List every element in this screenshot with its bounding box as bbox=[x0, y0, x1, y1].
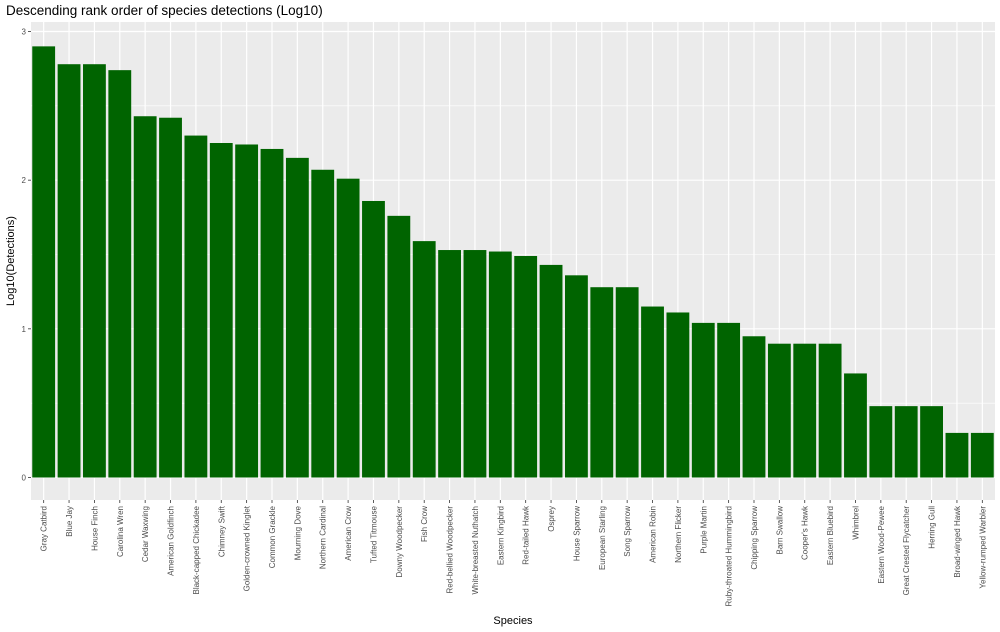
x-tick-label: Herring Gull bbox=[928, 506, 937, 549]
x-tick-label: Chimney Swift bbox=[217, 505, 226, 557]
bars bbox=[32, 46, 994, 478]
x-tick-label: House Sparrow bbox=[572, 506, 581, 561]
bar bbox=[894, 406, 918, 478]
x-tick-label: Chipping Sparrow bbox=[750, 506, 759, 570]
x-tick-label: American Crow bbox=[344, 506, 353, 561]
bar bbox=[83, 64, 106, 478]
x-tick-label: Blue Jay bbox=[65, 506, 74, 537]
bar bbox=[108, 70, 132, 478]
x-tick-label: Yellow-rumped Warbler bbox=[978, 506, 987, 589]
x-tick-label: Eastern Bluebird bbox=[826, 506, 835, 565]
bar bbox=[793, 343, 817, 478]
x-tick-label: Red-bellied Woodpecker bbox=[446, 506, 455, 594]
y-tick-label: 2 bbox=[22, 176, 27, 185]
x-tick-label: Mourning Dove bbox=[293, 505, 302, 560]
x-tick-label: Red-tailed Hawk bbox=[522, 505, 531, 565]
bar bbox=[159, 117, 182, 478]
x-tick-label: Eastern Wood-Pewee bbox=[877, 505, 886, 583]
x-axis: Gray Catbird Blue Jay House Finch Carolina … bbox=[40, 500, 987, 607]
bar bbox=[970, 432, 994, 478]
bar bbox=[691, 322, 715, 478]
bar bbox=[463, 250, 487, 478]
x-tick-label: Whimbrel bbox=[851, 506, 860, 540]
x-tick-label: Common Grackle bbox=[268, 505, 277, 568]
bar bbox=[920, 406, 943, 478]
x-tick-label: Broad-winged Hawk bbox=[953, 505, 962, 578]
chart-title: Descending rank order of species detecti… bbox=[6, 3, 323, 18]
x-tick-label: Great Crested Flycatcher bbox=[902, 506, 911, 596]
x-tick-label: Northern Flicker bbox=[674, 506, 683, 563]
x-tick-label: European Starling bbox=[598, 506, 607, 570]
x-tick-label: White-breasted Nuthatch bbox=[471, 506, 480, 594]
y-tick-label: 0 bbox=[22, 474, 27, 483]
y-tick-label: 1 bbox=[22, 325, 27, 334]
x-tick-label: Black-capped Chickadee bbox=[192, 505, 201, 594]
bar bbox=[311, 169, 335, 478]
x-tick-label: House Finch bbox=[90, 506, 99, 551]
x-tick-label: Gray Catbird bbox=[40, 506, 49, 551]
x-tick-label: American Goldfinch bbox=[167, 506, 176, 576]
x-tick-label: Carolina Wren bbox=[116, 506, 125, 557]
bar bbox=[590, 287, 614, 478]
bar bbox=[362, 200, 385, 478]
bar bbox=[641, 306, 664, 478]
bar bbox=[387, 215, 411, 478]
bar bbox=[767, 343, 791, 478]
bar bbox=[412, 241, 436, 478]
bar bbox=[615, 287, 639, 478]
x-tick-label: American Robin bbox=[649, 506, 658, 563]
x-tick-label: Eastern Kingbird bbox=[496, 506, 505, 565]
bar bbox=[438, 250, 461, 478]
bar bbox=[717, 322, 741, 478]
x-tick-label: Barn Swallow bbox=[775, 506, 784, 555]
y-axis-title: Log10(Detections) bbox=[5, 216, 17, 306]
x-tick-label: Cedar Waxwing bbox=[141, 506, 150, 562]
bar bbox=[336, 178, 360, 478]
bar bbox=[488, 251, 512, 478]
x-tick-label: Purple Martin bbox=[699, 506, 708, 554]
x-axis-title: Species bbox=[493, 615, 533, 627]
bar bbox=[742, 336, 766, 478]
bar bbox=[666, 312, 690, 478]
bar bbox=[945, 432, 969, 478]
bar bbox=[565, 275, 588, 478]
bar bbox=[818, 343, 842, 478]
bar bbox=[209, 143, 233, 478]
x-tick-label: Osprey bbox=[547, 506, 556, 532]
bar bbox=[57, 64, 81, 478]
x-tick-label: Song Sparrow bbox=[623, 506, 632, 557]
bar bbox=[184, 135, 208, 478]
bar bbox=[235, 144, 259, 478]
x-tick-label: Downy Woodpecker bbox=[395, 506, 404, 578]
bar bbox=[514, 255, 538, 478]
y-axis: 0 1 2 3 bbox=[22, 28, 31, 483]
bar bbox=[869, 406, 893, 478]
bar bbox=[32, 46, 56, 478]
x-tick-label: Northern Cardinal bbox=[319, 506, 328, 569]
bar bbox=[844, 373, 867, 478]
bar bbox=[285, 157, 309, 478]
bar bbox=[133, 116, 157, 478]
x-tick-label: Golden-crowned Kinglet bbox=[243, 505, 252, 591]
x-tick-label: Tufted Titmouse bbox=[369, 505, 378, 563]
x-tick-label: Fish Crow bbox=[420, 506, 429, 542]
x-tick-label: Cooper's Hawk bbox=[801, 505, 810, 560]
y-tick-label: 3 bbox=[22, 28, 27, 37]
bar bbox=[260, 148, 284, 478]
x-tick-label: Ruby-throated Hummingbird bbox=[725, 506, 734, 607]
bar bbox=[539, 264, 563, 478]
